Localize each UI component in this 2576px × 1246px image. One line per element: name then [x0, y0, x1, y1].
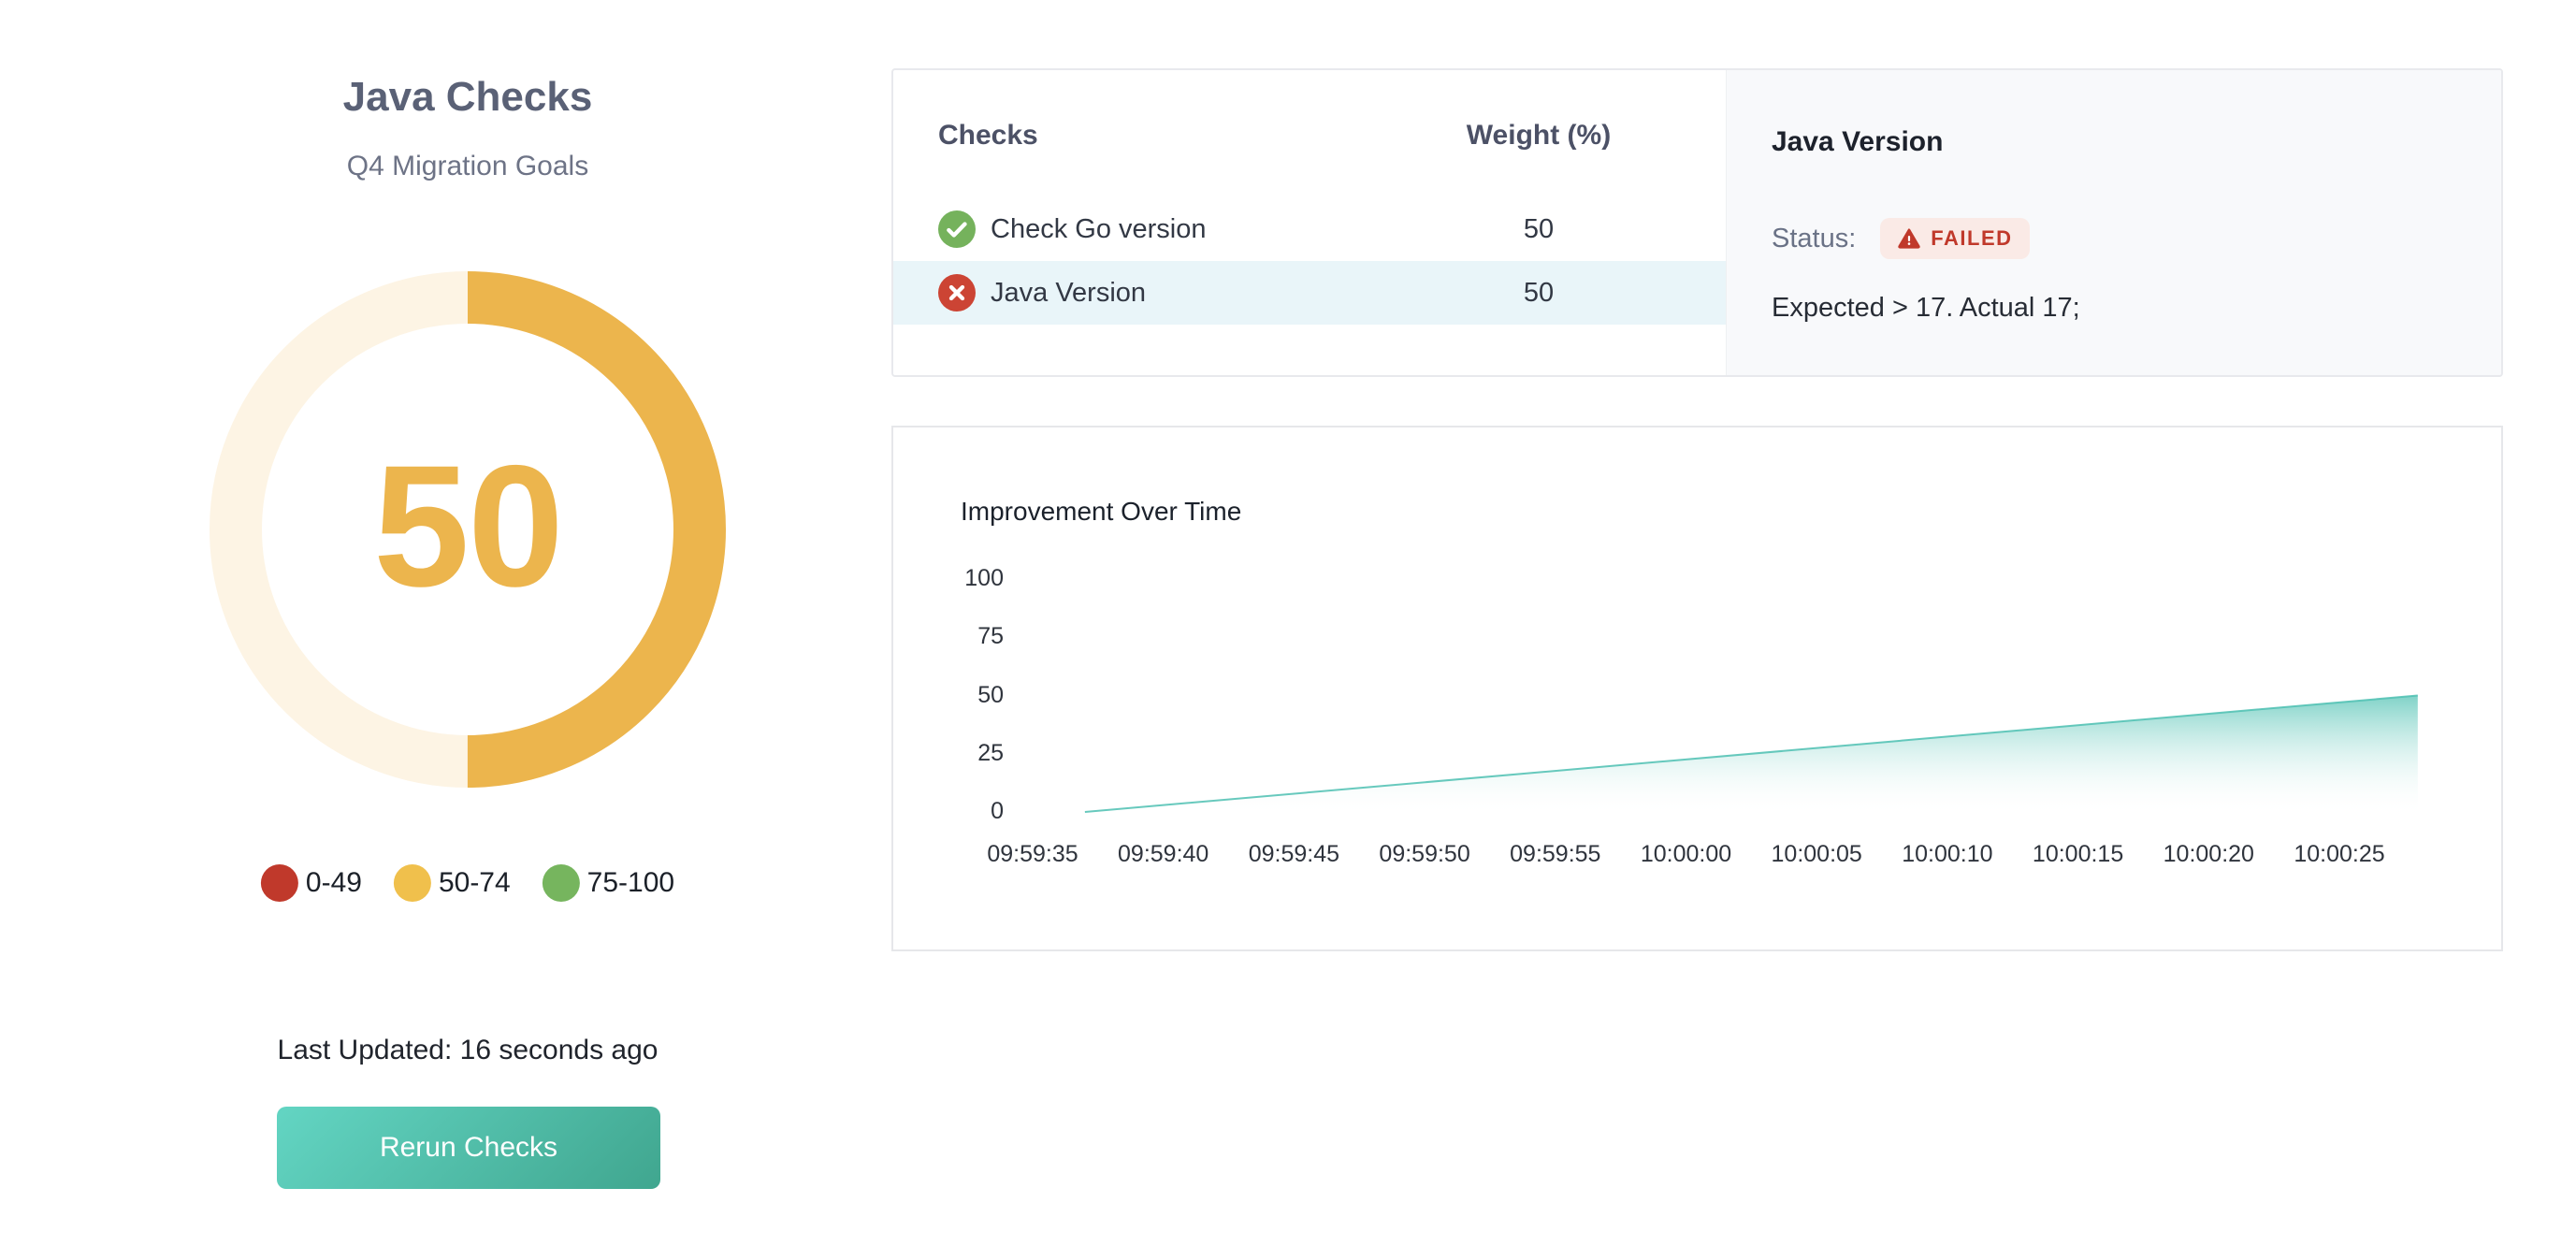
y-tick-label: 50 [977, 681, 1004, 708]
x-tick-label: 10:00:20 [2163, 841, 2254, 867]
x-tick-label: 10:00:25 [2294, 841, 2385, 867]
y-tick-label: 75 [977, 623, 1004, 650]
detail-title: Java Version [1772, 126, 1944, 157]
x-tick-label: 09:59:35 [987, 841, 1078, 867]
improvement-chart-card: Improvement Over Time 100 75 50 25 0 09:59:3… [891, 426, 2503, 951]
chart-title: Improvement Over Time [961, 497, 1242, 526]
gauge-ring [210, 271, 726, 788]
checks-table-body: Check Go version 50 Java Version 50 [893, 197, 1726, 325]
status-row: Status: FAILED [1772, 218, 2464, 259]
legend-dot [393, 864, 431, 902]
x-tick-label: 10:00:10 [1902, 841, 1993, 867]
x-tick-label: 09:59:55 [1510, 841, 1601, 867]
legend-dot [260, 864, 298, 902]
y-tick-label: 0 [991, 798, 1004, 824]
weight-header-label: Weight (%) [1466, 120, 1612, 151]
checks-table: Checks Weight (%) Check Go version 50 Java… [893, 70, 1726, 375]
checks-table-header: Checks Weight (%) [938, 108, 1632, 164]
series-top-edge [1084, 694, 2418, 813]
x-tick-label: 10:00:15 [2032, 841, 2124, 867]
legend-item: 75-100 [542, 864, 675, 902]
legend-range-label: 75-100 [586, 867, 675, 898]
gauge-value: 50 [373, 430, 564, 623]
check-weight: 50 [1523, 277, 1555, 308]
warning-icon [1898, 228, 1920, 249]
gauge-legend: 0-49 50-74 75-100 [260, 864, 675, 902]
x-tick-label: 10:00:00 [1640, 841, 1732, 867]
score-gauge: 50 [208, 269, 728, 790]
y-tick-label: 100 [964, 565, 1004, 591]
check-failure-message: Expected > 17. Actual 17; [1772, 293, 2080, 323]
area-series [1084, 695, 2418, 812]
legend-item: 0-49 [260, 864, 362, 902]
page-title: Java Checks [342, 74, 593, 120]
last-updated-text: Last Updated: 16 seconds ago [277, 1035, 658, 1065]
x-tick-label: 09:59:50 [1379, 841, 1470, 867]
x-tick-label: 09:59:40 [1118, 841, 1209, 867]
check-name: Check Go version [991, 213, 1207, 244]
checks-header-label: Checks [938, 120, 1038, 151]
check-circle-icon [938, 210, 976, 248]
rerun-checks-button[interactable]: Rerun Checks [277, 1107, 660, 1189]
status-badge: FAILED [1880, 218, 2030, 259]
check-row-java-version[interactable]: Java Version 50 [893, 261, 1726, 325]
check-row-check-go-version[interactable]: Check Go version 50 [893, 197, 1726, 261]
x-tick-label: 10:00:05 [1771, 841, 1862, 867]
legend-dot [542, 864, 580, 902]
status-label: Status: [1772, 223, 1857, 254]
check-weight: 50 [1523, 213, 1555, 244]
x-circle-icon [938, 274, 976, 312]
checks-card: Checks Weight (%) Check Go version 50 Java… [891, 68, 2503, 377]
gauge-progress-ring [210, 271, 726, 788]
check-name: Java Version [991, 277, 1147, 308]
legend-range-label: 50-74 [438, 867, 511, 898]
legend-item: 50-74 [393, 864, 511, 902]
check-detail-panel: Java Version Status: FAILED Expected > 1… [1726, 70, 2501, 375]
page-subtitle: Q4 Migration Goals [346, 151, 589, 181]
y-tick-label: 25 [977, 739, 1004, 766]
status-badge-label: FAILED [1931, 226, 2013, 250]
x-tick-label: 09:59:45 [1248, 841, 1340, 867]
legend-range-label: 0-49 [305, 867, 362, 898]
